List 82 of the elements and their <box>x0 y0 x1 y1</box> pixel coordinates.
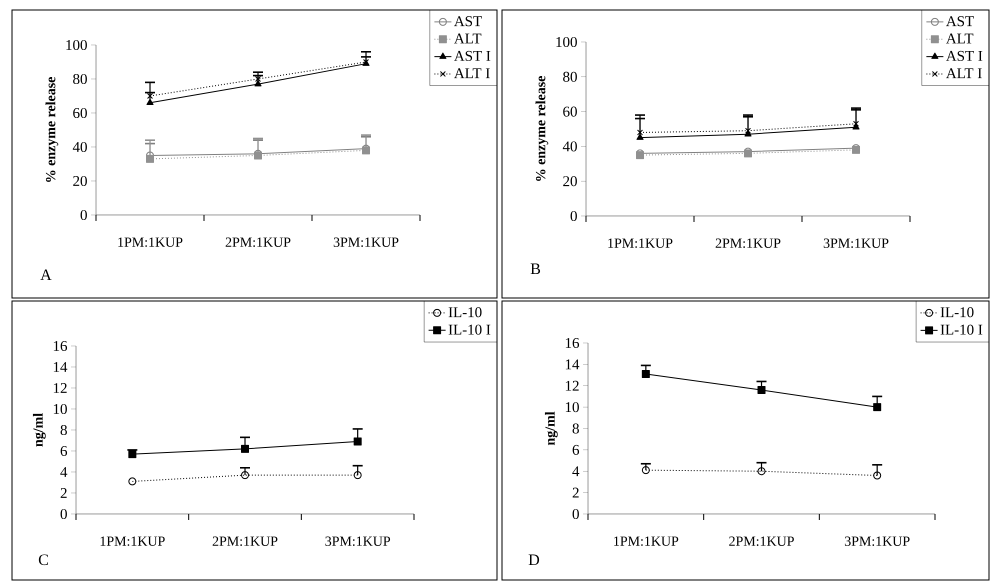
legend-label: IL-10 <box>940 307 974 318</box>
legend-label: AST I <box>454 50 490 61</box>
y-tick-label: 4 <box>60 467 68 477</box>
point <box>254 80 262 86</box>
y-tick-label: 60 <box>73 108 87 118</box>
y-tick-label: 0 <box>60 508 67 520</box>
x-tick-label: 3PM:1KUP <box>844 536 910 546</box>
y-axis-title: % enzyme release <box>46 77 58 182</box>
x-tick-label: 2PM:1KUP <box>212 536 278 546</box>
y-tick-label: 12 <box>566 380 579 391</box>
text: C <box>38 554 48 566</box>
y-tick-label: 8 <box>60 424 67 436</box>
x-tick-label: 1PM:1KUP <box>118 237 182 247</box>
y-tick-label: 0 <box>570 210 577 222</box>
y-tick-label: 6 <box>60 446 68 456</box>
y-tick-label: 20 <box>563 176 577 186</box>
y-tick-label: 40 <box>562 141 577 152</box>
legend-label: ALT <box>454 34 482 44</box>
x-tick-label: 2PM:1KUP <box>729 536 794 546</box>
y-tick-label: 16 <box>566 338 580 348</box>
point <box>354 438 362 446</box>
x-tick-label: 2PM:1KUP <box>716 238 780 248</box>
point <box>852 123 860 130</box>
point <box>128 477 136 486</box>
x-tick-label: 3PM:1KUP <box>325 536 390 546</box>
point <box>873 472 882 480</box>
y-tick-label: 60 <box>563 106 577 117</box>
y-tick-label: 10 <box>54 404 67 414</box>
point <box>146 154 154 163</box>
y-tick-label: 10 <box>566 402 579 412</box>
point <box>642 370 650 378</box>
legend-label: AST <box>454 16 482 26</box>
y-tick-label: 40 <box>72 142 87 152</box>
point <box>744 130 752 136</box>
y-tick-label: 100 <box>556 36 577 48</box>
y-tick-label: 6 <box>572 444 580 455</box>
x-tick-label: 1PM:1KUP <box>100 536 165 546</box>
x-tick-label: 2PM:1KUP <box>226 238 290 247</box>
legend-label: IL-10 I <box>448 324 490 335</box>
y-tick-label: 100 <box>66 40 87 50</box>
y-tick-label: 80 <box>73 74 87 84</box>
point <box>147 93 153 99</box>
point <box>636 134 644 140</box>
y-tick-label: 4 <box>572 466 580 476</box>
y-tick-label: 0 <box>572 508 579 520</box>
y-tick-label: 12 <box>54 383 67 393</box>
y-tick-label: 80 <box>563 72 577 82</box>
y-tick-label: 2 <box>60 488 67 498</box>
y-tick-label: 14 <box>54 362 68 372</box>
point <box>758 467 766 476</box>
legend-label: ALT I <box>946 68 982 78</box>
x-tick-label: 3PM:1KUP <box>334 238 398 247</box>
point <box>873 403 882 412</box>
point <box>241 471 250 480</box>
x-tick-label: 1PM:1KUP <box>614 536 678 546</box>
text: B <box>530 264 540 274</box>
x-tick-label: 3PM:1KUP <box>824 238 888 248</box>
y-tick-label: 14 <box>566 359 580 370</box>
y-axis-title: ng/ml <box>32 413 46 447</box>
legend-label: AST I <box>946 50 982 61</box>
point <box>642 466 650 474</box>
y-tick-label: 16 <box>54 340 68 351</box>
x-tick-label: 1PM:1KUP <box>608 238 672 248</box>
y-tick-label: 20 <box>73 176 87 186</box>
point <box>637 129 643 136</box>
legend-label: IL-10 I <box>940 324 982 335</box>
text: D <box>528 554 540 566</box>
point <box>241 444 250 453</box>
y-tick-label: 0 <box>80 210 87 220</box>
y-tick-label: 2 <box>572 488 579 498</box>
legend-label: AST <box>946 16 974 26</box>
point <box>146 98 154 106</box>
point <box>354 471 362 480</box>
y-tick-label: 8 <box>572 423 579 434</box>
y-axis-title: % enzyme release <box>536 76 548 181</box>
point <box>128 450 136 458</box>
legend-label: IL-10 <box>448 307 482 318</box>
y-axis-title: ng/ml <box>544 412 558 446</box>
legend-label: ALT <box>946 34 974 44</box>
legend-label: ALT I <box>454 68 490 78</box>
text: A <box>40 269 52 280</box>
point <box>758 386 766 394</box>
